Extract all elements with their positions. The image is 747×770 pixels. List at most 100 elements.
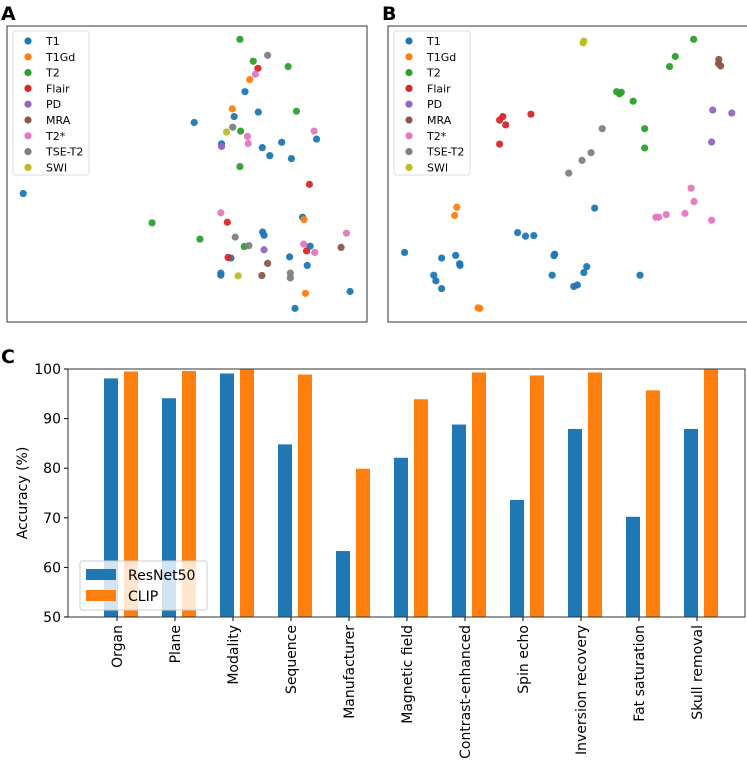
a-point-t2star [300, 240, 308, 248]
a-legend-marker [24, 69, 32, 77]
x-tick-label: Plane [168, 625, 184, 663]
b-point-t2 [641, 144, 649, 152]
a-point-t2star [243, 132, 252, 141]
b-point-t1 [548, 271, 556, 279]
bar-resnet50-4 [336, 551, 350, 617]
b-legend-label: SWI [427, 161, 448, 174]
b-legend-marker [405, 163, 413, 171]
b-point-t1 [583, 263, 591, 271]
b-point-t2 [671, 52, 679, 61]
a-point-t1 [19, 189, 27, 198]
b-legend-marker [405, 100, 413, 108]
a-legend-label: Flair [46, 82, 70, 95]
a-legend-label: SWI [46, 161, 67, 174]
a-legend-marker [24, 100, 32, 108]
a-point-t1 [217, 271, 225, 279]
a-point-t2 [249, 57, 257, 65]
bar-clip-0 [124, 371, 138, 617]
a-legend-label: T2 [45, 67, 60, 80]
x-tick-label: Sequence [284, 625, 300, 694]
a-point-t2 [196, 235, 204, 243]
a-point-tse-t2 [286, 274, 294, 282]
b-point-t2star [687, 184, 695, 192]
scatter-panel-a: T1 T1Gd T2 Flair PD MRA T2* TSE-T2 SWI [6, 25, 368, 323]
b-point-t1 [521, 232, 530, 240]
b-point-t2star [662, 210, 670, 219]
a-point-t1 [254, 108, 262, 116]
y-axis-label: Accuracy (%) [15, 447, 31, 540]
b-legend-marker [405, 69, 413, 77]
b-point-mra [717, 62, 725, 70]
a-point-flair [305, 180, 313, 188]
x-tick-label: Organ [110, 625, 126, 668]
b-point-t2star [690, 197, 698, 206]
c-legend-swatch [86, 590, 116, 601]
x-tick-label: Spin echo [516, 625, 532, 694]
bar-clip-10 [704, 369, 718, 617]
b-point-t2 [665, 62, 674, 71]
panel-label-a: A [1, 3, 16, 25]
bar-resnet50-7 [510, 499, 524, 617]
a-point-t1 [291, 304, 299, 312]
b-point-flair [496, 140, 504, 148]
b-point-t1 [430, 271, 438, 279]
a-legend-marker [24, 37, 32, 45]
b-point-t1 [591, 204, 599, 212]
a-legend-label: T1 [45, 35, 60, 48]
x-tick-label: Inversion recovery [574, 625, 590, 755]
scatter-panel-b: T1 T1Gd T2 Flair PD MRA T2* TSE-T2 SWI [387, 25, 747, 323]
a-legend-marker [24, 148, 32, 156]
b-point-pd [728, 109, 736, 117]
b-point-t1 [530, 231, 538, 240]
a-point-tse-t2 [229, 123, 237, 131]
b-legend-box [393, 30, 471, 176]
a-point-flair [223, 218, 231, 226]
b-point-t2star [652, 213, 660, 221]
b-point-tse-t2 [565, 169, 573, 177]
b-point-t1 [432, 277, 440, 285]
a-point-t2star [310, 127, 318, 135]
a-point-t1gd [300, 215, 308, 224]
b-point-t1 [550, 252, 558, 260]
a-legend-label: T1Gd [45, 51, 75, 64]
a-point-t1 [266, 152, 274, 160]
b-point-t1 [452, 251, 460, 259]
b-legend-marker [405, 148, 413, 156]
bar-resnet50-10 [684, 429, 698, 617]
x-tick-label: Modality [226, 625, 242, 685]
b-legend-label: T2* [426, 130, 447, 143]
a-point-t1 [286, 253, 294, 261]
a-legend-box [12, 30, 90, 176]
b-point-t2 [629, 97, 637, 105]
bar-resnet50-6 [452, 424, 466, 617]
b-point-t1 [456, 261, 464, 270]
b-legend-label: MRA [427, 114, 452, 127]
a-point-t2star [251, 70, 259, 78]
b-legend-label: T2 [426, 67, 441, 80]
x-tick-label: Skull removal [690, 625, 706, 720]
a-legend-label: T2* [45, 130, 66, 143]
y-tick-label: 70 [43, 511, 61, 527]
a-point-t1 [190, 118, 198, 127]
bar-clip-9 [646, 390, 660, 617]
a-point-mra [264, 259, 272, 267]
a-point-pd [217, 142, 226, 151]
a-point-t2 [292, 107, 301, 115]
a-point-swi [223, 128, 231, 136]
a-point-t1 [260, 231, 268, 239]
y-tick-label: 100 [34, 362, 61, 378]
a-point-t1 [313, 135, 321, 143]
c-legend-label: CLIP [128, 589, 158, 605]
a-legend-label: PD [46, 98, 61, 111]
b-point-t1gd [451, 211, 459, 220]
b-legend-marker [405, 84, 413, 92]
bar-clip-4 [356, 468, 370, 617]
a-point-t1gd [228, 105, 236, 113]
a-point-t1 [303, 261, 311, 270]
a-point-mra [258, 271, 266, 280]
a-point-t2star [217, 209, 225, 217]
a-point-tse-t2 [245, 242, 253, 250]
b-point-t1 [570, 282, 578, 291]
a-point-t1 [230, 112, 238, 121]
